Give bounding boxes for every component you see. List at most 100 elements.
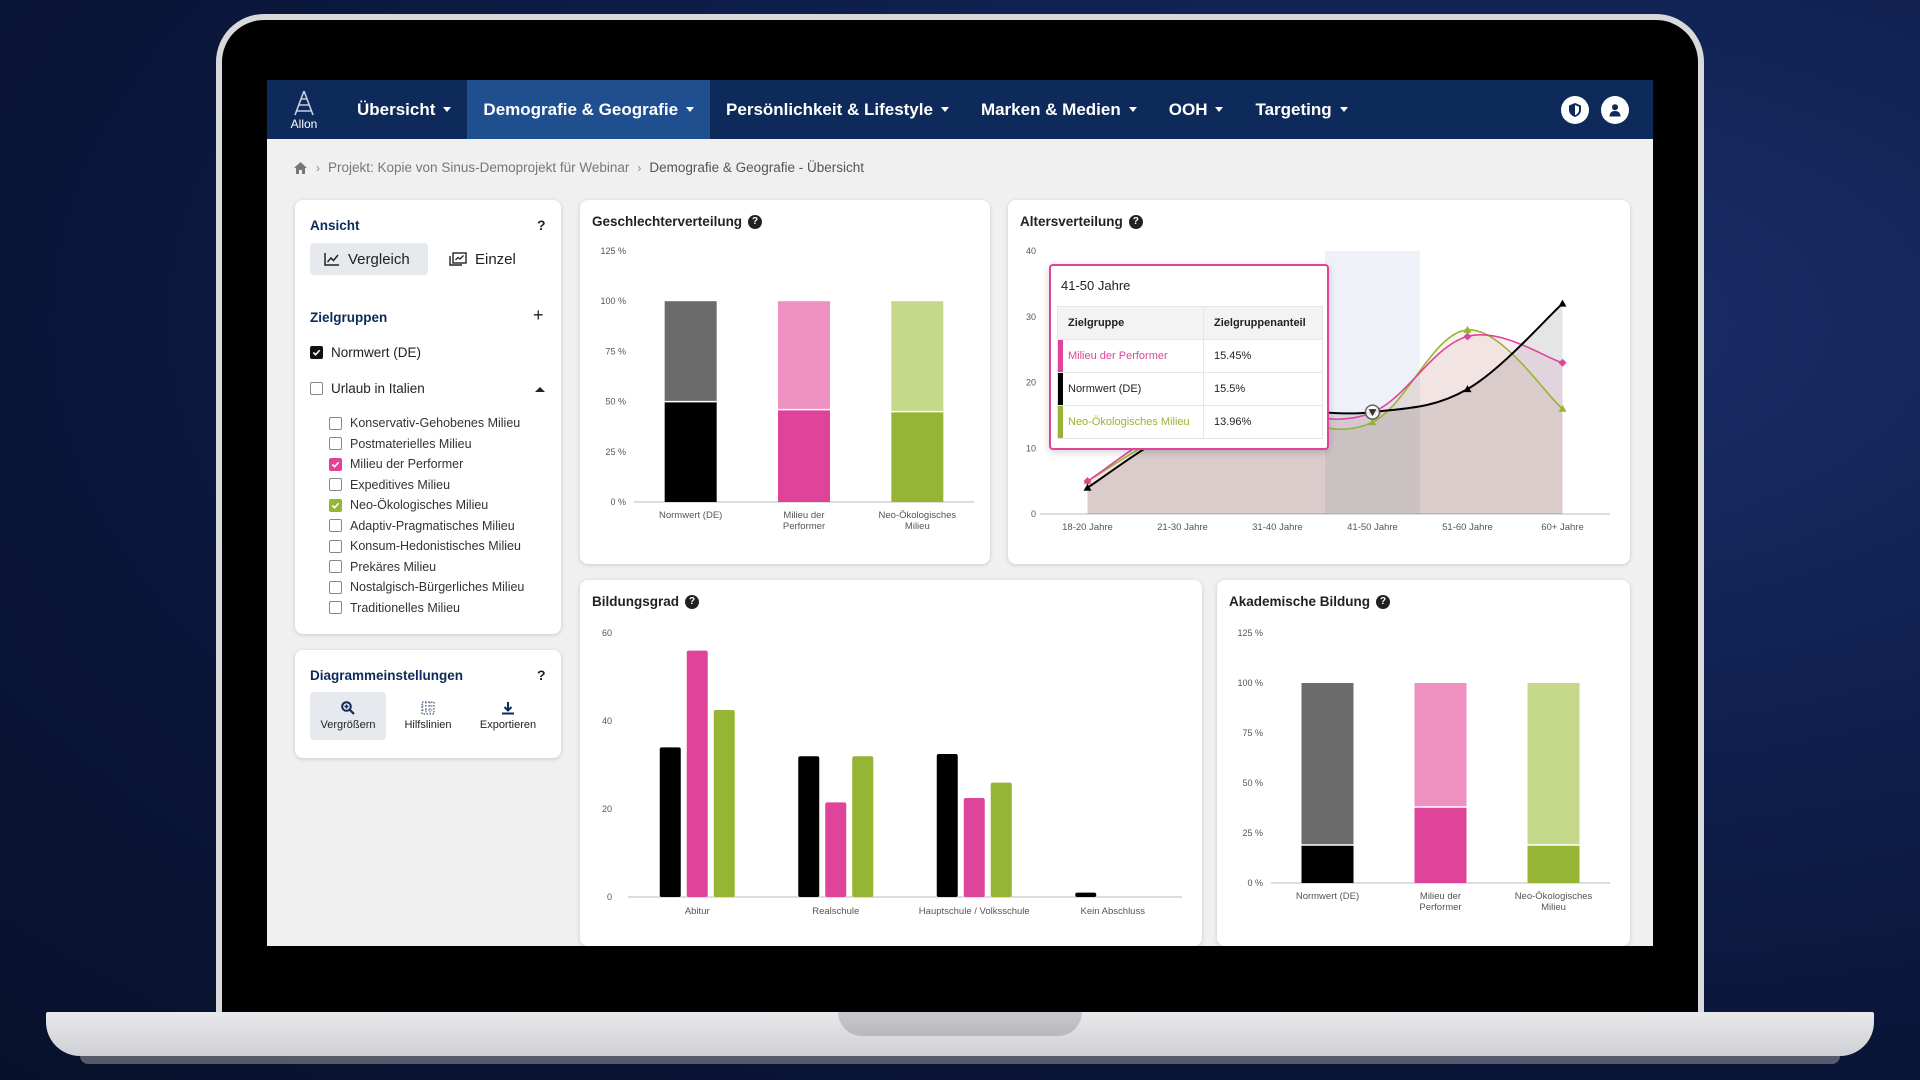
normwert-row[interactable]: Normwert (DE) [310,345,421,360]
bar-segment [1414,683,1467,807]
milieu-checkbox[interactable] [329,478,342,491]
y-tick-label: 0 [607,892,612,902]
y-tick-label: 25 % [1242,828,1263,838]
milieu-item[interactable]: Prekäres Milieu [329,560,436,574]
milieu-item[interactable]: Konsum-Hedonistisches Milieu [329,539,521,553]
tooltip-table: Zielgruppe Zielgruppenanteil Milieu der … [1057,306,1323,439]
x-tick-label: Milieu [1541,902,1566,913]
x-tick-label: 18-20 Jahre [1062,522,1113,533]
milieu-checkbox[interactable] [329,539,342,553]
milieu-checkbox[interactable] [329,498,342,512]
milieu-item[interactable]: Expeditives Milieu [329,478,450,492]
tooltip-row: Milieu der Performer 15.45% [1057,339,1323,373]
data-point [1083,477,1092,486]
nav-persoenlichkeit[interactable]: Persönlichkeit & Lifestyle [710,80,965,139]
checkbox-normwert[interactable] [310,346,323,359]
help-icon[interactable]: ? [1128,214,1143,229]
ansicht-help-icon[interactable]: ? [537,217,546,233]
home-icon[interactable] [293,161,308,175]
milieu-item[interactable]: Nostalgisch-Bürgerliches Milieu [329,580,524,594]
zoom-icon [341,701,355,715]
export-button[interactable]: Exportieren [470,692,546,740]
milieu-label: Adaptiv-Pragmatisches Milieu [350,518,515,533]
gridlines-button[interactable]: Hilfslinien [390,692,466,740]
caret-up-icon[interactable] [535,386,545,393]
milieu-checkbox[interactable] [329,601,342,614]
x-tick-label: 60+ Jahre [1541,522,1584,533]
tooltip-title: 41-50 Jahre [1061,278,1131,293]
y-tick-label: 75 % [1242,728,1263,738]
milieu-checkbox[interactable] [329,519,342,532]
y-tick-label: 100 % [1237,678,1263,688]
nav-uebersicht[interactable]: Übersicht [341,80,467,139]
logo-text: Allon [290,116,318,131]
zoom-button[interactable]: Vergrößern [310,692,386,740]
chart-single-icon [449,252,467,266]
help-icon[interactable]: ? [748,214,763,229]
chart-akademisch-title-row: Akademische Bildung ? [1229,594,1391,609]
milieu-item[interactable]: Milieu der Performer [329,457,463,471]
milieu-checkbox[interactable] [329,416,342,430]
chart-bildung-title: Bildungsgrad [592,594,679,609]
milieu-item[interactable]: Traditionelles Milieu [329,601,460,615]
help-icon[interactable]: ? [685,594,699,609]
caret-down-icon [1128,107,1137,112]
checkbox-urlaub[interactable] [310,382,323,395]
series-area [1087,329,1563,514]
milieu-item[interactable]: Adaptiv-Pragmatisches Milieu [329,519,515,533]
bar-segment [891,301,944,412]
bar-segment [664,301,717,402]
tooltip-row-name: Milieu der Performer [1057,339,1204,373]
y-tick-label: 25 % [605,447,626,457]
x-tick-label: Normwert (DE) [1296,891,1359,902]
nav-marken[interactable]: Marken & Medien [965,80,1153,139]
bar [825,802,847,897]
milieu-label: Konservativ-Gehobenes Milieu [350,416,521,430]
tooltip-col-anteil: Zielgruppenanteil [1203,306,1323,340]
normwert-label: Normwert (DE) [331,345,421,360]
check-icon [312,349,321,356]
milieu-item[interactable]: Postmaterielles Milieu [329,437,472,451]
download-icon [502,702,514,715]
y-tick-label: 40 [602,716,612,726]
x-tick-label: 41-50 Jahre [1347,522,1398,533]
data-point [1463,385,1472,393]
logo[interactable]: Allon [267,80,341,139]
data-point [1558,404,1567,412]
bar [990,782,1012,897]
x-tick-label: Abitur [685,906,710,917]
shield-icon[interactable] [1561,95,1589,124]
bar-segment [1414,807,1467,883]
view-compare-button[interactable]: Vergleich [310,243,428,275]
nav-targeting[interactable]: Targeting [1239,80,1363,139]
chart-akademisch-title: Akademische Bildung [1229,594,1371,609]
group-urlaub-row[interactable]: Urlaub in Italien [310,381,425,396]
x-tick-label: Neo-Ökologisches [879,510,957,521]
milieu-checkbox[interactable] [329,560,342,573]
milieu-checkbox[interactable] [329,437,342,450]
milieu-checkbox[interactable] [329,580,342,594]
milieu-item[interactable]: Neo-Ökologisches Milieu [329,498,488,512]
nav-ooh[interactable]: OOH [1153,80,1240,139]
milieu-item[interactable]: Konservativ-Gehobenes Milieu [329,416,520,430]
chart-akademisch-card: Akademische Bildung ? 0 % 25 % 50 % 75 % 100… [1217,580,1630,946]
breadcrumb-project[interactable]: Projekt: Kopie von Sinus-Demoprojekt für… [328,160,630,175]
view-single-button[interactable]: Einzel [435,243,547,275]
milieu-label: Milieu der Performer [350,457,464,471]
x-tick-label: Milieu der [1420,891,1461,902]
milieu-checkbox[interactable] [329,457,342,471]
x-tick-label: Performer [783,521,825,532]
y-tick-label: 50 % [1242,778,1263,788]
nav-demografie[interactable]: Demografie & Geografie [467,80,711,139]
bar [659,747,681,897]
hover-marker-inner [1368,409,1377,417]
chart-akademisch: 0 % 25 % 50 % 75 % 100 % 125 % Normwert (DE) Mi… [1237,628,1610,913]
add-target-group-icon[interactable]: + [533,305,544,325]
user-icon[interactable] [1601,95,1629,124]
view-single-label: Einzel [475,250,516,268]
help-icon[interactable]: ? [1376,594,1391,609]
nav-label: Übersicht [357,99,436,119]
milieu-label: Postmaterielles Milieu [350,436,472,451]
diagramm-help-icon[interactable]: ? [537,667,546,683]
bar [798,756,820,897]
